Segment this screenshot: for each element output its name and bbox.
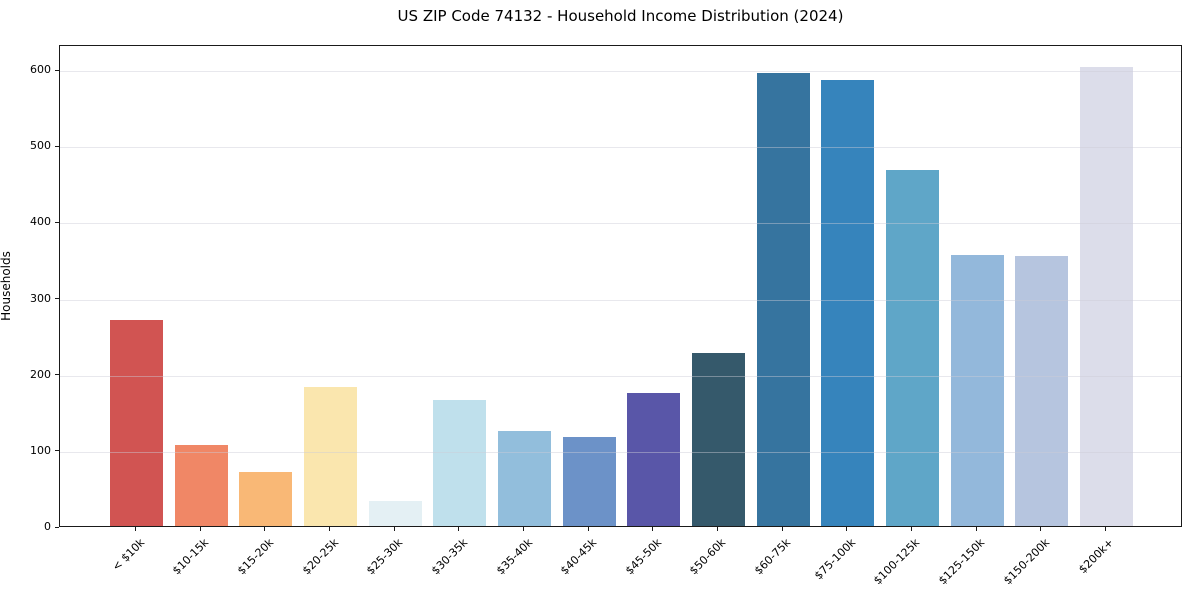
y-tick-label: 400 <box>30 215 51 229</box>
bar-$60-75k <box>756 72 810 526</box>
gridline-600 <box>60 71 1181 73</box>
bar-$20-25k <box>304 386 358 526</box>
bar-$125-150k <box>950 254 1004 526</box>
plot-area <box>59 45 1182 527</box>
x-tick-label: $45-50k <box>622 536 665 578</box>
bar-$30-35k <box>433 400 487 526</box>
x-tick-label: $20-25k <box>299 536 341 578</box>
x-tick-mark <box>846 527 848 531</box>
x-tick-label: $125-150k <box>936 536 988 588</box>
x-tick-mark <box>329 527 331 531</box>
bar-$25-30k <box>368 500 422 526</box>
bar-$200k+ <box>1079 66 1133 526</box>
y-tick-mark <box>55 145 59 147</box>
x-tick-label: $75-100k <box>811 536 858 583</box>
gridline-300 <box>60 299 1181 301</box>
bar-$50-60k <box>691 353 745 526</box>
bar-$45-50k <box>627 392 681 526</box>
x-tick-label: $60-75k <box>752 536 794 578</box>
bar-< $10k <box>110 320 164 526</box>
x-tick-mark <box>716 527 718 531</box>
y-tick-mark <box>55 450 59 452</box>
x-tick-mark <box>199 527 201 531</box>
x-tick-mark <box>393 527 395 531</box>
x-tick-label: $200k+ <box>1076 536 1117 577</box>
y-tick-mark <box>55 298 59 300</box>
y-tick-label: 600 <box>30 63 51 77</box>
gridline-500 <box>60 147 1181 149</box>
x-tick-label: $100-125k <box>871 536 923 588</box>
x-tick-mark <box>587 527 589 531</box>
x-tick-mark <box>652 527 654 531</box>
bar-$150-200k <box>1015 255 1069 526</box>
x-tick-label: $150-200k <box>1000 536 1052 588</box>
x-tick-label: $50-60k <box>687 536 729 578</box>
x-tick-label: $35-40k <box>493 536 535 578</box>
x-tick-mark <box>264 527 266 531</box>
x-tick-mark <box>135 527 137 531</box>
x-tick-label: $25-30k <box>364 536 406 578</box>
x-tick-mark <box>1104 527 1106 531</box>
x-tick-label: $30-35k <box>428 536 471 578</box>
bar-$75-100k <box>821 79 875 526</box>
bar-$35-40k <box>498 430 552 526</box>
gridline-200 <box>60 375 1181 377</box>
x-tick-mark <box>910 527 912 531</box>
y-axis-label: Households <box>0 251 13 321</box>
y-tick-label: 100 <box>30 443 51 457</box>
x-tick-mark <box>523 527 525 531</box>
y-tick-mark <box>55 69 59 71</box>
y-tick-mark <box>55 526 59 528</box>
x-tick-label: $10-15k <box>170 536 212 578</box>
x-tick-label: $40-45k <box>558 536 600 578</box>
gridline-400 <box>60 223 1181 225</box>
bar-$15-20k <box>239 471 293 526</box>
x-tick-label: < $10k <box>109 536 147 574</box>
x-tick-mark <box>1040 527 1042 531</box>
y-tick-label: 500 <box>30 139 51 153</box>
y-tick-label: 0 <box>44 520 51 533</box>
bar-$40-45k <box>562 436 616 526</box>
y-tick-mark <box>55 374 59 376</box>
x-tick-label: $15-20k <box>234 536 277 578</box>
y-tick-label: 200 <box>30 367 51 381</box>
y-tick-label: 300 <box>30 291 51 305</box>
y-tick-mark <box>55 221 59 223</box>
x-tick-mark <box>458 527 460 531</box>
chart-title: US ZIP Code 74132 - Household Income Dis… <box>397 7 844 25</box>
bar-$10-15k <box>174 445 228 526</box>
bar-$100-125k <box>885 169 939 526</box>
gridline-100 <box>60 451 1181 453</box>
x-tick-mark <box>975 527 977 531</box>
x-tick-mark <box>781 527 783 531</box>
